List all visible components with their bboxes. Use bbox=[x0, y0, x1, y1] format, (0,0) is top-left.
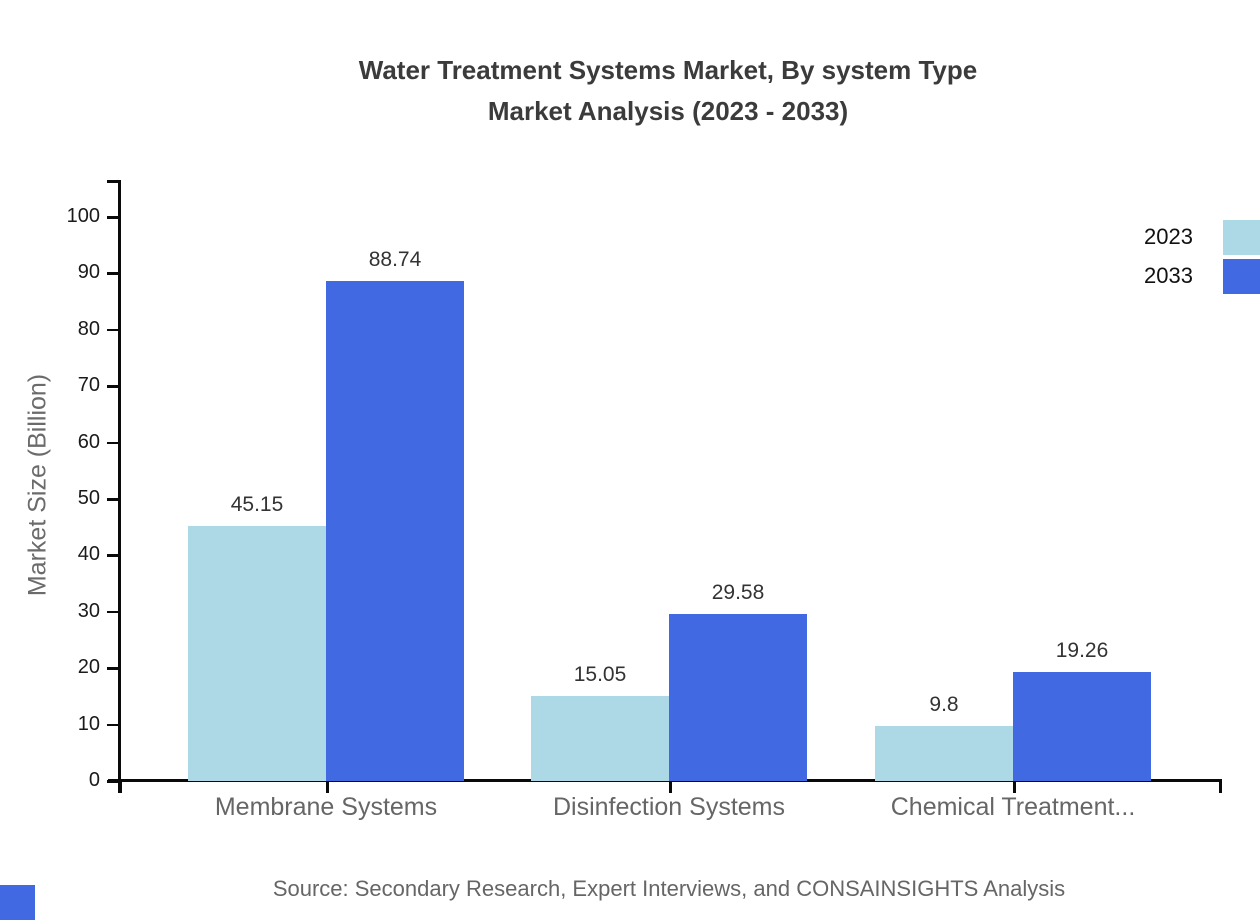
y-axis-tick bbox=[107, 216, 120, 219]
value-label: 15.05 bbox=[573, 663, 627, 687]
y-axis-tick bbox=[107, 780, 120, 783]
y-axis-tick bbox=[107, 554, 120, 557]
y-axis-line bbox=[118, 180, 121, 793]
value-label: 9.8 bbox=[929, 692, 959, 716]
y-tick-label: 100 bbox=[66, 205, 100, 227]
bar-2033-1 bbox=[669, 614, 807, 781]
y-axis-end-cap bbox=[107, 180, 120, 183]
bar-2023-2 bbox=[875, 725, 1013, 781]
legend-label: 2023 bbox=[1144, 224, 1193, 249]
y-axis-tick bbox=[107, 441, 120, 445]
y-axis-tick bbox=[107, 385, 120, 388]
y-axis-tick bbox=[107, 498, 120, 501]
y-tick-label: 70 bbox=[77, 374, 100, 397]
x-axis-tick bbox=[1013, 781, 1016, 793]
y-tick-label: 50 bbox=[77, 487, 100, 509]
corner-logo-mark bbox=[0, 885, 35, 920]
bar-2023-1 bbox=[531, 696, 669, 781]
legend-swatch bbox=[1223, 220, 1260, 255]
y-tick-label: 60 bbox=[77, 430, 100, 453]
y-axis-tick bbox=[107, 667, 120, 670]
y-tick-label: 40 bbox=[77, 543, 100, 566]
y-tick-label: 20 bbox=[77, 656, 100, 679]
y-axis-tick bbox=[107, 272, 120, 275]
bar-2033-0 bbox=[326, 280, 464, 781]
chart-title-line2: Market Analysis (2023 - 2033) bbox=[487, 96, 849, 126]
y-tick-label: 30 bbox=[77, 599, 100, 622]
chart-title-line1: Water Treatment Systems Market, By syste… bbox=[358, 55, 978, 85]
legend-label: 2033 bbox=[1144, 262, 1193, 288]
value-label: 19.26 bbox=[1055, 639, 1109, 663]
bar-2023-0 bbox=[188, 526, 326, 781]
x-axis-tick bbox=[119, 781, 122, 793]
value-label: 45.15 bbox=[230, 493, 284, 517]
bar-2033-2 bbox=[1013, 672, 1151, 781]
y-axis-tick bbox=[107, 328, 120, 332]
legend-swatch bbox=[1223, 258, 1260, 294]
category-label: Disinfection Systems bbox=[552, 793, 786, 821]
x-axis-tick bbox=[669, 781, 672, 793]
category-label: Membrane Systems bbox=[214, 793, 438, 821]
y-tick-label: 10 bbox=[77, 712, 100, 735]
y-axis-tick bbox=[107, 610, 120, 614]
y-tick-label: 80 bbox=[77, 317, 100, 340]
value-label: 88.74 bbox=[368, 247, 422, 271]
chart-title: Water Treatment Systems Market, By syste… bbox=[76, 50, 1260, 132]
source-attribution: Source: Secondary Research, Expert Inter… bbox=[272, 876, 1066, 901]
y-tick-label: 90 bbox=[77, 261, 100, 284]
category-label: Chemical Treatment... bbox=[890, 793, 1136, 821]
y-tick-label: 0 bbox=[88, 769, 100, 791]
x-axis-tick bbox=[1219, 781, 1222, 793]
x-axis-tick bbox=[326, 781, 329, 793]
y-axis-tick bbox=[107, 723, 120, 727]
value-label: 29.58 bbox=[711, 581, 765, 605]
